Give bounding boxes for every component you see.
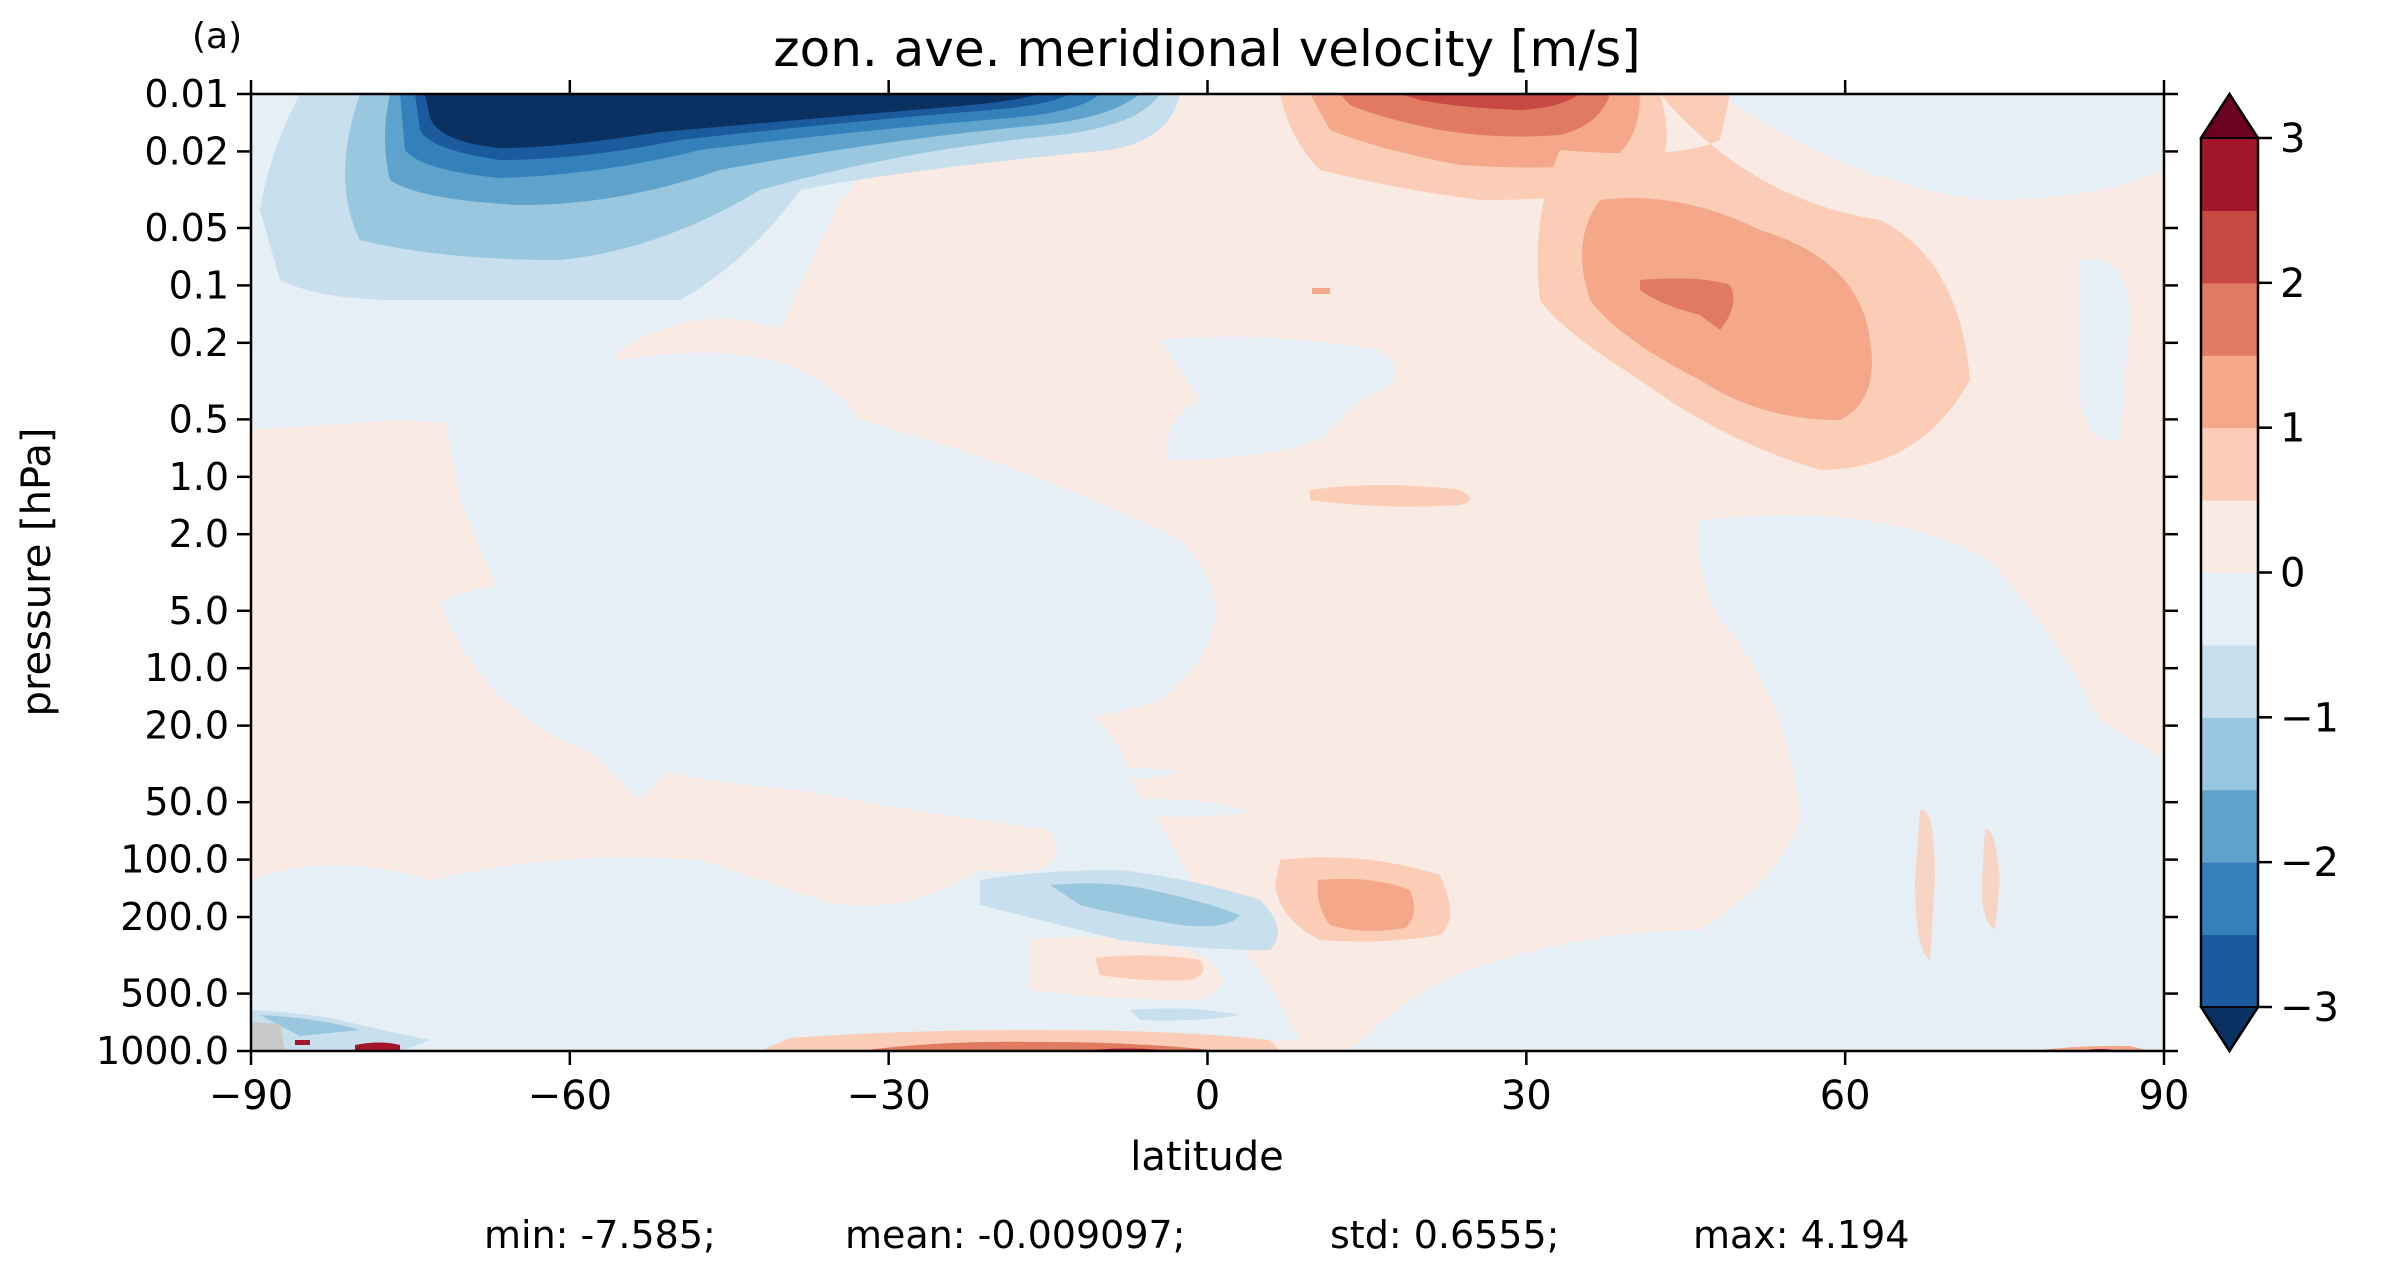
region-neg-weak-band-2 [1120,798,1250,817]
x-axis-label: latitude [1130,1134,1283,1180]
y-tick-label: 0.1 [169,263,229,307]
y-tick-label: 0.2 [169,321,229,365]
chart-title: zon. ave. meridional velocity [m/s] [773,20,1640,78]
stat-min: min: -7.585; [484,1213,716,1257]
colorbar-tick-label: −2 [2280,840,2339,886]
x-tick-label: −90 [209,1073,293,1119]
colorbar-tick-label: −3 [2280,985,2339,1031]
region-neg-weak-tropo-band [251,573,1300,1051]
x-tick-label: 0 [1195,1073,1220,1119]
x-axis-ticks: −90 −60 −30 0 30 60 90 [209,80,2190,1119]
region-neg-weak-antarctic [251,880,300,1040]
colorbar-segment [2201,789,2258,863]
region-neg-weak-north-cap [1720,94,2164,200]
y-axis-ticks: 0.01 0.02 0.05 0.1 0.2 0.5 1.0 2.0 5.0 10.0 20.0 50… [96,72,2178,1073]
colorbar-over-arrow [2199,92,2260,139]
colorbar-segment [2201,355,2258,429]
y-tick-label: 0.02 [144,129,229,173]
region-topography-mask [251,1022,285,1051]
colorbar-segment [2201,717,2258,791]
colorbar-segment [2201,644,2258,718]
y-tick-label: 0.05 [144,206,229,250]
region-neg-under [425,94,1040,148]
x-tick-label: 60 [1820,1073,1871,1119]
region-pos-0-5-low [1095,955,1204,981]
colorbar-segment [2201,572,2258,646]
colorbar-tick-label: −1 [2280,695,2339,741]
region-polar-south-pos-2 [295,1040,310,1045]
y-tick-label: 2.0 [169,512,229,556]
region-neg-weak-tropical [1160,336,1396,460]
y-tick-label: 50.0 [144,780,229,824]
colorbar-under-arrow [2199,1006,2260,1053]
region-pos-1-trop [1317,878,1414,931]
colorbar-tick-label: 3 [2280,116,2305,162]
colorbar-segment [2201,210,2258,284]
region-polar-south-neg-2 [260,1015,360,1036]
colorbar-segment [2201,138,2258,211]
colorbar-segment [2201,282,2258,356]
x-tick-label: 30 [1501,1073,1552,1119]
y-axis-label: pressure [hPa] [14,428,60,717]
y-tick-label: 500.0 [120,972,229,1016]
colorbar-segment [2201,862,2258,936]
region-neg-surface-tropics [1130,1008,1240,1021]
region-pos-0-5-strat [1310,485,1470,507]
y-tick-label: 20.0 [144,704,229,748]
colorbar-tick-label: 0 [2280,551,2305,597]
y-tick-label: 100.0 [120,838,229,882]
region-polar-south-pos [355,1042,400,1051]
panel-label: (a) [192,16,242,57]
statistics-line: min: -7.585; mean: -0.009097; std: 0.655… [0,1213,2397,1263]
colorbar: 3 2 1 0 −1 −2 −3 [2199,91,2339,1054]
y-tick-label: 0.01 [144,72,229,116]
colorbar-tick-label: 1 [2280,406,2305,452]
y-tick-label: 200.0 [120,895,229,939]
stat-max: max: 4.194 [1693,1213,1910,1257]
colorbar-tick-label: 2 [2280,261,2305,307]
region-pos-surface-north [2030,1045,2150,1051]
colorbar-segment [2201,427,2258,501]
x-tick-label: −30 [846,1073,930,1119]
stat-mean: mean: -0.009097; [845,1213,1186,1257]
stat-std: std: 0.6555; [1330,1213,1560,1257]
region-neg-1-5-trop [1050,883,1240,927]
region-pos-stripes-north [1915,809,2000,960]
region-pos-small [1312,288,1330,294]
x-tick-label: 90 [2139,1073,2190,1119]
region-neg-weak-band [1090,767,1180,780]
y-tick-label: 1000.0 [96,1029,229,1073]
y-tick-label: 0.5 [169,397,229,441]
y-tick-label: 1.0 [169,455,229,499]
x-tick-label: −60 [528,1073,612,1119]
colorbar-segment [2201,934,2258,1008]
y-tick-label: 5.0 [169,589,229,633]
region-neg-weak-polar [2080,258,2130,442]
y-tick-label: 10.0 [144,646,229,690]
colorbar-segment [2201,500,2258,573]
contour-field [251,94,2164,1051]
region-pos-2-top [1400,94,1580,110]
region-neg-weak-north [1350,515,2164,1051]
region-pos-1-5-mid [1640,278,1734,330]
